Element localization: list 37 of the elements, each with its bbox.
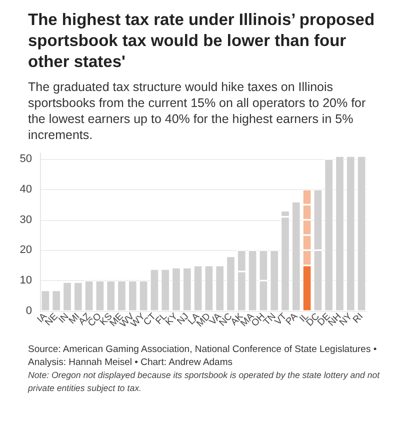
chart-subtitle: The graduated tax structure would hike taxes on Illinois sportsbooks from the current 15% on all operators to 20% for the lowest earners up to 40% for the highest earners in 5% increments. (28, 79, 367, 143)
bar (248, 250, 258, 311)
bar (150, 269, 159, 311)
y-tick-label: 40 (20, 183, 32, 196)
bar (324, 159, 334, 311)
x-tick-label: PA (284, 310, 301, 328)
y-tick-label: 0 (26, 305, 32, 317)
bar (139, 280, 148, 311)
bar (292, 202, 301, 311)
y-tick-label: 30 (20, 214, 32, 226)
bar (194, 265, 203, 311)
bar (172, 268, 181, 311)
bar (40, 290, 50, 311)
chart-title: The highest tax rate under Illinois’ proposed sportsbook tax would be lower than four other states' (28, 10, 376, 73)
bar (335, 156, 344, 311)
bar (52, 290, 61, 311)
bar (95, 280, 104, 311)
y-tick-label: 10 (20, 274, 32, 287)
bar (346, 156, 356, 311)
bar (226, 256, 236, 311)
bar (160, 269, 170, 311)
y-tick-label: 20 (20, 244, 32, 256)
bar (270, 250, 279, 311)
bar (204, 265, 214, 311)
source-note: Source: American Gaming Association, National Conference of State Legislatures • Analysis: Hannah Meisel • Chart: Andrew Adams (28, 343, 378, 369)
bar (182, 268, 192, 311)
text: Note: Oregon not displayed because its sportsbook is operated by the state lottery and not private entities subject to tax. (28, 369, 381, 395)
bar (357, 156, 366, 311)
x-tick-label: RI (350, 311, 366, 326)
y-tick-label: 50 (20, 153, 32, 166)
bar (215, 265, 224, 311)
bar (128, 280, 138, 311)
bar (74, 282, 83, 311)
bar (117, 280, 126, 311)
bar (84, 280, 94, 311)
bar (106, 280, 116, 311)
bar (62, 282, 72, 311)
